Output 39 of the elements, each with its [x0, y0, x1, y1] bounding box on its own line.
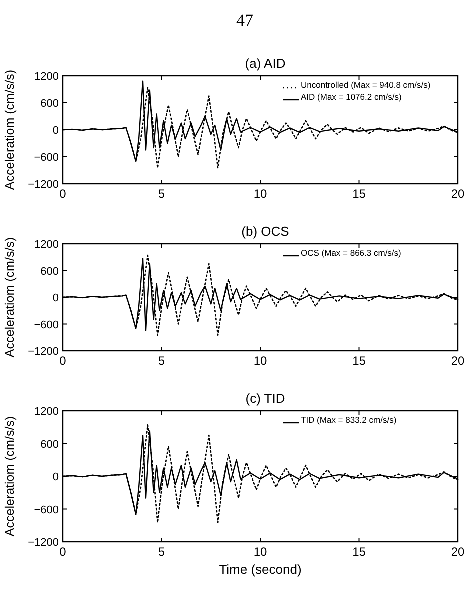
y-tick-label: −1200 [28, 537, 59, 549]
y-tick-label: −600 [34, 152, 59, 164]
x-tick-label: 10 [254, 545, 268, 559]
x-tick-label: 5 [158, 545, 166, 559]
y-tick-label: 600 [40, 266, 59, 278]
legend-label: TID (Max = 833.2 cm/s/s) [301, 415, 397, 425]
x-tick-label: 5 [158, 354, 166, 368]
x-tick-label: 10 [254, 187, 268, 201]
x-tick-label: 20 [451, 187, 465, 201]
y-tick-label: −600 [34, 504, 59, 516]
chart-title: (c) TID [246, 391, 286, 406]
y-tick-label: 600 [40, 438, 59, 451]
y-tick-label: −600 [34, 319, 59, 332]
y-tick-label: 0 [52, 292, 59, 304]
y-axis-title: Acceleratiom (cm/s/s) [3, 70, 17, 190]
legend-label: OCS (Max = 866.3 cm/s/s) [301, 248, 402, 258]
y-tick-label: 0 [52, 125, 59, 137]
y-tick-label: −1200 [28, 179, 59, 191]
y-tick-label: 1200 [34, 406, 59, 418]
x-tick-label: 15 [352, 354, 366, 368]
y-tick-label: 1200 [34, 239, 59, 251]
x-tick-label: 15 [352, 545, 366, 559]
y-tick-label: −1200 [28, 346, 59, 358]
chart-title: (a) AID [245, 56, 286, 71]
x-axis-title: Time (second) [219, 562, 302, 577]
legend-label: AID (Max = 1076.2 cm/s/s) [301, 92, 402, 102]
x-tick-label: 10 [254, 354, 268, 368]
x-tick-label: 20 [451, 545, 465, 559]
y-axis-title: Acceleratiom (cm/s/s) [3, 416, 17, 537]
chart-title: (b) OCS [242, 224, 290, 239]
y-axis-title: Acceleratiom (cm/s/s) [3, 237, 17, 358]
y-tick-label: 1200 [34, 71, 59, 83]
y-tick-label: 0 [52, 472, 59, 484]
x-tick-label: 5 [158, 187, 166, 201]
text: 47 [236, 11, 254, 30]
legend-label: Uncontrolled (Max = 940.8 cm/s/s) [301, 80, 431, 90]
x-tick-label: 20 [451, 354, 465, 368]
x-tick-label: 15 [352, 187, 366, 201]
y-tick-label: 600 [40, 98, 59, 110]
